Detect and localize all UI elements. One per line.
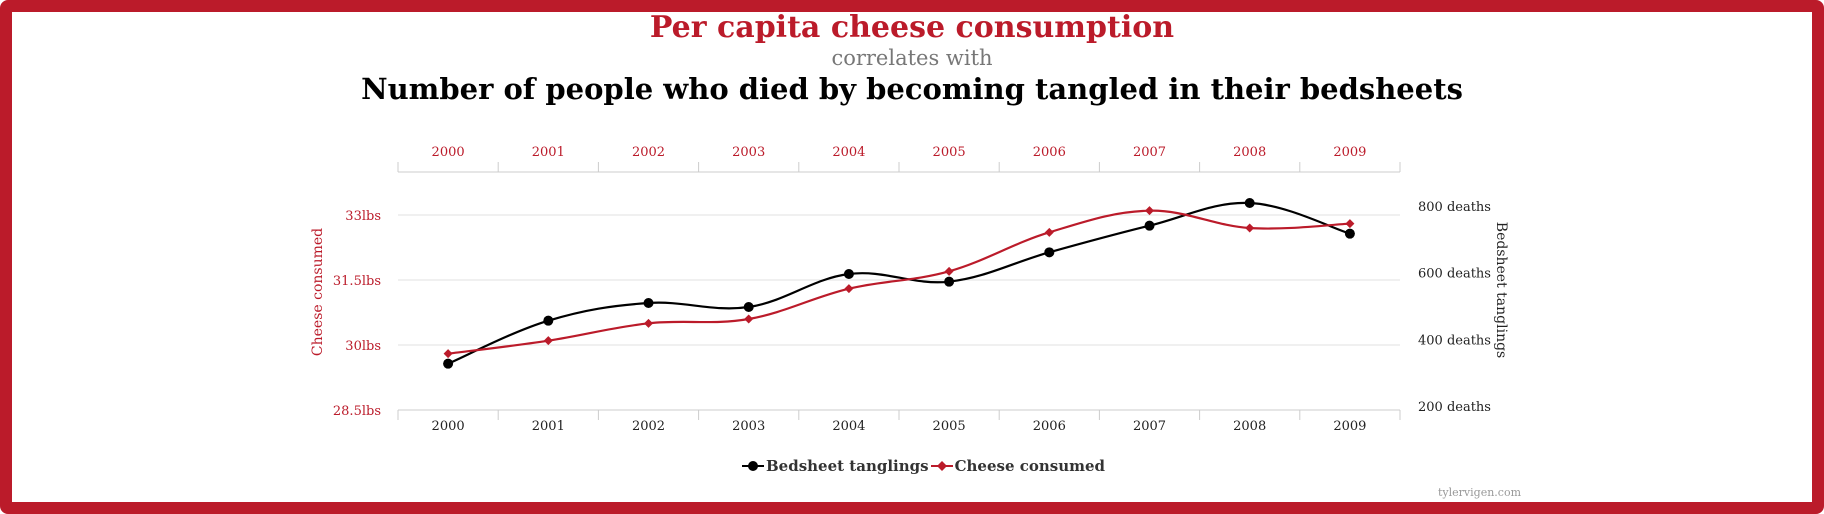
y-right-tick-label: 800 deaths xyxy=(1418,200,1491,215)
series xyxy=(443,198,1355,369)
x-tick-label-top: 2000 xyxy=(432,145,465,160)
legend-item-bedsheet[interactable]: Bedsheet tanglings xyxy=(742,457,929,475)
legend-bedsheet-marker xyxy=(742,461,764,471)
x-tick-label-bottom: 2008 xyxy=(1233,419,1266,434)
series-line-cheese-consumed xyxy=(447,209,1350,355)
data-point-bedsheet-tanglings xyxy=(543,315,554,326)
x-tick-label-bottom: 2005 xyxy=(933,419,966,434)
legend: Bedsheet tanglings Cheese consumed xyxy=(742,456,1105,476)
data-point-cheese-consumed xyxy=(1145,206,1154,216)
data-point-cheese-consumed xyxy=(1044,227,1054,237)
data-point-bedsheet-tanglings xyxy=(1044,247,1055,258)
y-left-tick-label: 30lbs xyxy=(345,339,381,354)
tick-labels: 2000 2000 2001 2001 2002 2002 2003 2003 2004 2004… xyxy=(310,145,1509,434)
data-point-cheese-consumed xyxy=(1345,219,1355,229)
x-tick-label-top: 2007 xyxy=(1133,145,1166,160)
x-tick-label-bottom: 2001 xyxy=(532,419,565,434)
series-line-bedsheet-tanglings xyxy=(447,201,1351,365)
data-point-cheese-consumed xyxy=(443,349,453,359)
x-tick-label-top: 2001 xyxy=(532,145,565,160)
y-right-axis-title: Bedsheet tanglings xyxy=(1493,222,1509,358)
legend-cheese-label: Cheese consumed xyxy=(954,457,1106,475)
y-left-tick-label: 33lbs xyxy=(345,209,381,224)
x-tick-label-top: 2002 xyxy=(632,145,665,160)
y-right-tick-label: 200 deaths xyxy=(1418,400,1491,415)
x-tick-label-top: 2003 xyxy=(732,145,765,160)
y-left-tick-label: 28.5lbs xyxy=(333,404,381,419)
data-point-cheese-consumed xyxy=(844,284,854,294)
x-tick-label-bottom: 2004 xyxy=(832,419,865,434)
credit-text[interactable]: tylervigen.com xyxy=(1438,486,1521,499)
x-tick-label-bottom: 2002 xyxy=(632,419,665,434)
data-point-bedsheet-tanglings xyxy=(443,358,454,369)
chart-title-secondary: Number of people who died by becoming ta… xyxy=(361,72,1463,106)
legend-cheese-marker xyxy=(930,461,953,471)
data-point-bedsheet-tanglings xyxy=(743,302,754,312)
data-point-bedsheet-tanglings xyxy=(1144,220,1155,231)
y-right-tick-label: 600 deaths xyxy=(1418,267,1491,282)
x-tick-label-top: 2009 xyxy=(1333,145,1366,160)
data-point-bedsheet-tanglings xyxy=(944,276,955,287)
x-tick-label-top: 2006 xyxy=(1033,145,1066,160)
x-tick-label-bottom: 2009 xyxy=(1333,419,1366,434)
x-tick-label-bottom: 2003 xyxy=(732,419,765,434)
data-point-bedsheet-tanglings xyxy=(843,269,854,279)
data-point-cheese-consumed xyxy=(543,336,553,346)
data-point-cheese-consumed xyxy=(1245,223,1255,233)
data-point-bedsheet-tanglings xyxy=(1244,198,1255,208)
y-right-tick-label: 400 deaths xyxy=(1418,333,1491,348)
data-point-cheese-consumed xyxy=(644,318,653,328)
data-point-cheese-consumed xyxy=(744,314,754,324)
data-point-bedsheet-tanglings xyxy=(1344,228,1355,239)
chart-title-connector: correlates with xyxy=(831,46,993,70)
x-tick-label-top: 2008 xyxy=(1233,145,1266,160)
y-left-tick-label: 31.5lbs xyxy=(333,274,381,289)
x-tick-label-bottom: 2000 xyxy=(432,419,465,434)
x-tick-label-bottom: 2007 xyxy=(1133,419,1166,434)
legend-item-cheese[interactable]: Cheese consumed xyxy=(930,457,1106,475)
x-tick-label-top: 2005 xyxy=(933,145,966,160)
chart-title-primary: Per capita cheese consumption xyxy=(649,10,1175,45)
data-point-cheese-consumed xyxy=(944,266,954,276)
y-left-axis-title: Cheese consumed xyxy=(310,228,326,356)
axes xyxy=(397,162,1401,420)
data-point-bedsheet-tanglings xyxy=(643,298,654,308)
x-tick-label-top: 2004 xyxy=(832,145,865,160)
x-tick-label-bottom: 2006 xyxy=(1033,419,1066,434)
legend-bedsheet-label: Bedsheet tanglings xyxy=(766,457,929,475)
